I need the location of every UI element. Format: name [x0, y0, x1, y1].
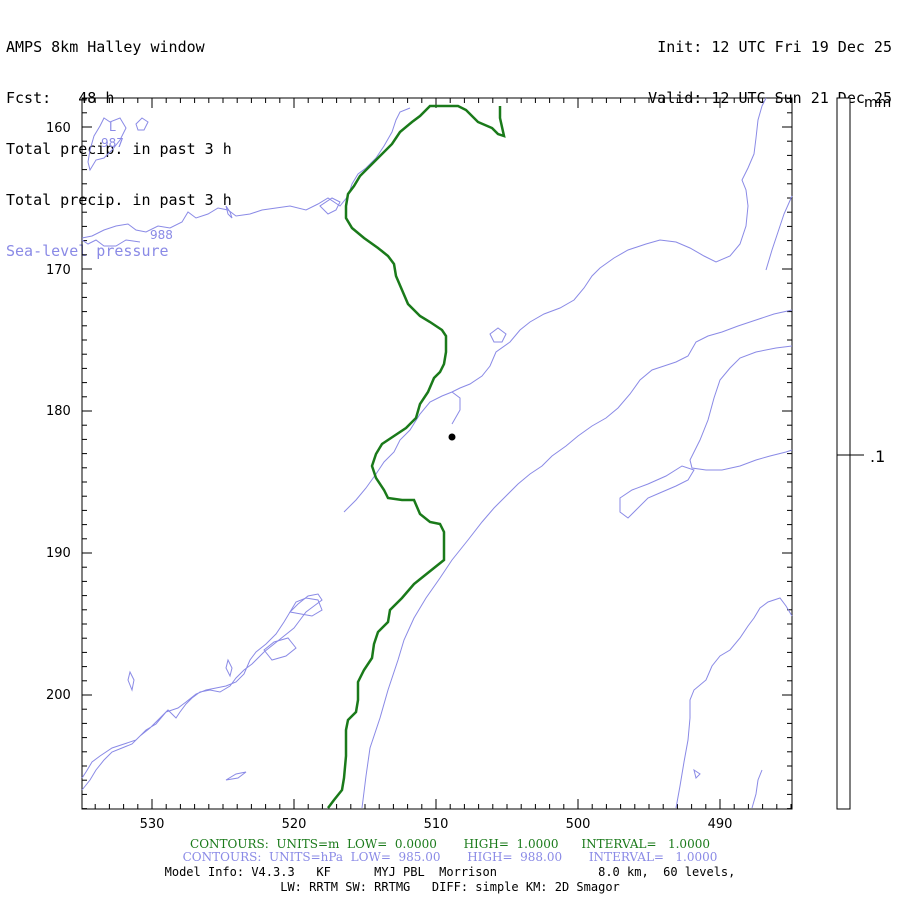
y-axis: 160 170 180 190 200 [46, 121, 71, 703]
pressure-contours [81, 97, 793, 809]
pressure-contour-sw-loop-2 [127, 670, 135, 692]
pressure-contour-988-c [81, 239, 141, 247]
contour-label: 988 [150, 228, 173, 242]
colorbar-box [836, 97, 851, 810]
low-marker: L [109, 120, 116, 134]
y-tick-label: 190 [46, 546, 71, 561]
x-axis: 530 520 510 500 490 [140, 817, 733, 832]
pressure-contour-sw [81, 593, 323, 791]
field-pressure: Sea-level pressure [6, 242, 169, 260]
y-tick-label: 180 [46, 404, 71, 419]
colorbar: mm .1 [836, 95, 891, 810]
init-time: Init: 12 UTC Fri 19 Dec 25 [657, 38, 892, 56]
pressure-contour-sw-loop-5 [289, 597, 323, 617]
pressure-contour-987-small [135, 117, 149, 131]
pressure-contour-se-2 [751, 769, 763, 809]
axis-ticks [82, 98, 792, 810]
pressure-contour-small-1 [489, 327, 507, 343]
x-tick-label: 520 [282, 817, 307, 832]
header-right: Init: 12 UTC Fri 19 Dec 25 Valid: 12 UTC… [648, 5, 892, 124]
x-tick-label: 500 [566, 817, 591, 832]
pressure-contour-mid [361, 309, 793, 809]
physics-info: LW: RRTM SW: RRTMG DIFF: simple KM: 2D S… [280, 880, 620, 894]
pressure-contour-988-b [319, 197, 341, 215]
pressure-contour-se-1 [675, 597, 793, 809]
pressure-contour-small-3 [225, 205, 233, 219]
y-tick-label: 160 [46, 121, 71, 136]
title: AMPS 8km Halley window [6, 38, 205, 56]
pressure-contour-east-1 [765, 195, 793, 271]
x-tick-label: 510 [424, 817, 449, 832]
y-tick-label: 200 [46, 688, 71, 703]
model-info: Model Info: V4.3.3 KF MYJ PBL Morrison 8… [164, 865, 736, 879]
pressure-contour-sw-loop-4 [263, 637, 297, 661]
y-tick-label: 170 [46, 263, 71, 278]
x-tick-label: 490 [708, 817, 733, 832]
pressure-contour-sw-loop-1 [225, 658, 233, 678]
pressure-contour-east-2 [451, 391, 461, 425]
colorbar-level: .1 [870, 447, 885, 466]
pressure-contour-main-ridge [343, 97, 767, 513]
pressure-contour-987 [87, 117, 127, 172]
pressure-contour-east-loop [619, 465, 695, 519]
contour-label: 987 [101, 136, 124, 150]
pressure-contour-sw-loop-3 [225, 771, 247, 781]
station-marker [448, 433, 456, 441]
header-left: AMPS 8km Halley window Fcst: 48 h Total … [6, 5, 232, 277]
field-precip-2: Total precip. in past 3 h [6, 191, 232, 209]
pressure-contour-info: CONTOURS: UNITS=hPa LOW= 985.00 HIGH= 98… [182, 850, 718, 864]
plot-frame [81, 97, 793, 810]
precip-contour [327, 104, 506, 809]
pressure-contour-small-2 [693, 768, 701, 779]
pressure-contour-east-3 [689, 345, 793, 471]
precip-contour-info: CONTOURS: UNITS=m LOW= 0.0000 HIGH= 1.00… [190, 837, 710, 851]
colorbar-unit: mm [864, 95, 891, 111]
contour-labels: L 987 988 [101, 120, 173, 242]
field-precip-1: Total precip. in past 3 h [6, 140, 232, 158]
pressure-contour-988 [81, 107, 411, 239]
x-tick-label: 530 [140, 817, 165, 832]
